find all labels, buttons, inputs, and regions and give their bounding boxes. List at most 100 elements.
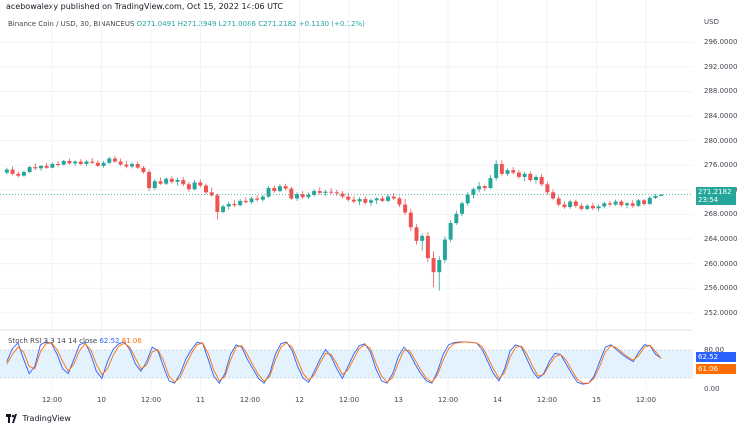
- candle: [482, 184, 487, 192]
- candle-body: [659, 194, 664, 196]
- candle: [255, 195, 260, 202]
- candle: [351, 195, 356, 204]
- candle-body: [533, 176, 538, 180]
- candle: [209, 187, 214, 197]
- symbol-name[interactable]: Binance Coin / USD, 30, BINANCEUS: [8, 20, 135, 28]
- candle-body: [44, 165, 49, 168]
- candle: [533, 175, 538, 184]
- candle-body: [397, 198, 402, 205]
- candle: [647, 195, 652, 206]
- candle-body: [340, 193, 345, 197]
- candle-body: [243, 200, 248, 203]
- candle-body: [135, 164, 140, 168]
- candle-body: [10, 169, 15, 174]
- price-tick: 280.0000: [704, 136, 738, 145]
- candle-body: [141, 167, 146, 173]
- candle: [488, 175, 493, 190]
- footer-brand[interactable]: TradingView: [6, 414, 71, 423]
- time-tick: 12:00: [635, 396, 657, 404]
- candle: [283, 183, 288, 191]
- candle: [454, 210, 459, 225]
- price-tick: 276.0000: [704, 161, 738, 170]
- candle-body: [528, 173, 533, 180]
- candle: [590, 202, 595, 211]
- candle-body: [107, 158, 112, 163]
- candle: [101, 160, 106, 168]
- candle-body: [295, 194, 300, 199]
- price-tick: 252.0000: [704, 308, 738, 317]
- candle-body: [283, 186, 288, 189]
- candle-body: [84, 161, 89, 165]
- candle-body: [556, 198, 561, 205]
- candle: [659, 194, 664, 196]
- candle: [4, 167, 9, 175]
- candle-body: [221, 206, 226, 212]
- candle-body: [619, 201, 624, 206]
- candle: [528, 171, 533, 182]
- candle-body: [215, 195, 220, 212]
- candle: [300, 191, 305, 200]
- candle-body: [442, 239, 447, 260]
- candle: [78, 159, 83, 166]
- candle-body: [568, 201, 573, 208]
- candle-body: [642, 200, 647, 204]
- stoch-name[interactable]: Stoch RSI 3 3 14 14 close: [8, 337, 98, 345]
- candle: [499, 160, 504, 176]
- candle: [289, 186, 294, 201]
- candle-body: [482, 186, 487, 188]
- stoch-legend[interactable]: Stoch RSI 3 3 14 14 close 62.52 61.06: [8, 337, 142, 345]
- candle-body: [209, 192, 214, 196]
- candle-body: [78, 161, 83, 165]
- price-tick: 260.0000: [704, 259, 738, 268]
- candle-body: [408, 212, 413, 228]
- candle: [38, 165, 43, 171]
- candle-body: [260, 196, 265, 200]
- price-tick: 268.0000: [704, 210, 738, 219]
- bar-countdown: 23:54: [698, 195, 719, 204]
- candle: [215, 193, 220, 220]
- candle-body: [516, 172, 521, 177]
- candle: [272, 185, 277, 193]
- candle: [414, 224, 419, 245]
- candle-body: [118, 161, 123, 165]
- candle-body: [255, 198, 260, 200]
- candle: [477, 181, 482, 193]
- candle-body: [277, 186, 282, 192]
- candle: [295, 192, 300, 201]
- candle-body: [562, 204, 567, 208]
- symbol-legend[interactable]: Binance Coin / USD, 30, BINANCEUS O271.0…: [8, 20, 365, 28]
- candle-body: [198, 182, 203, 186]
- candle-body: [602, 203, 607, 207]
- candle-body: [403, 204, 408, 213]
- candle-body: [625, 203, 630, 206]
- candle-body: [454, 213, 459, 224]
- candle-body: [317, 191, 322, 193]
- candle-body: [4, 169, 9, 173]
- time-tick: 10: [97, 396, 106, 404]
- stoch-tick-0: 0.00: [704, 385, 720, 393]
- price-tick: 256.0000: [704, 284, 738, 293]
- stoch-k-line: [6, 341, 662, 385]
- candle-body: [181, 179, 186, 185]
- price-tick: 264.0000: [704, 235, 738, 243]
- chart-grid: [0, 0, 693, 390]
- candle-body: [124, 164, 129, 167]
- candle: [198, 179, 203, 188]
- candle: [625, 202, 630, 209]
- candle: [374, 197, 379, 204]
- candle: [158, 177, 163, 185]
- candle-body: [306, 194, 311, 198]
- candle: [192, 179, 197, 191]
- candle-body: [329, 191, 334, 193]
- time-tick: 12:00: [239, 396, 261, 404]
- candle: [425, 232, 430, 263]
- stoch-d-value: 61.06: [121, 337, 142, 345]
- candle-body: [374, 198, 379, 201]
- candle: [90, 157, 95, 165]
- candle: [562, 201, 567, 209]
- candle: [545, 181, 550, 195]
- candle-body: [73, 161, 78, 164]
- candle-body: [164, 178, 169, 184]
- candle-body: [169, 178, 174, 182]
